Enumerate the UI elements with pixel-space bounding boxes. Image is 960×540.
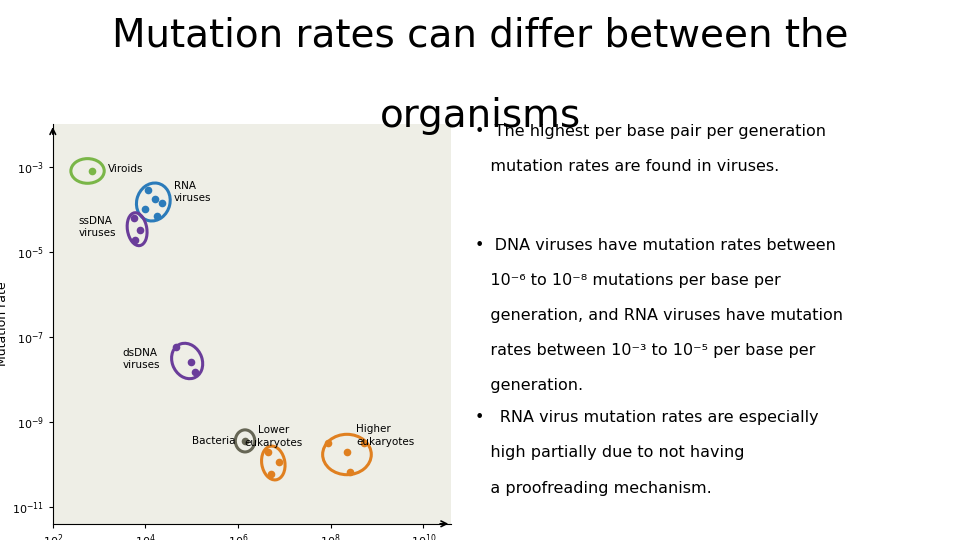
Text: 10⁻⁶ to 10⁻⁸ mutations per base per: 10⁻⁶ to 10⁻⁸ mutations per base per bbox=[475, 273, 780, 288]
Text: high partially due to not having: high partially due to not having bbox=[475, 446, 745, 461]
Text: a proofreading mechanism.: a proofreading mechanism. bbox=[475, 481, 712, 496]
Text: ssDNA
viruses: ssDNA viruses bbox=[79, 216, 116, 238]
Text: •  The highest per base pair per generation: • The highest per base pair per generati… bbox=[475, 124, 827, 139]
Text: dsDNA
viruses: dsDNA viruses bbox=[122, 348, 159, 370]
Text: Higher
eukaryotes: Higher eukaryotes bbox=[356, 424, 415, 447]
Text: generation.: generation. bbox=[475, 378, 584, 393]
Text: •  DNA viruses have mutation rates between: • DNA viruses have mutation rates betwee… bbox=[475, 238, 836, 253]
Text: Viroids: Viroids bbox=[108, 164, 144, 174]
Text: Mutation rates can differ between the: Mutation rates can differ between the bbox=[111, 16, 849, 54]
Text: organisms: organisms bbox=[379, 97, 581, 135]
Y-axis label: Mutation rate: Mutation rate bbox=[0, 282, 9, 366]
Text: rates between 10⁻³ to 10⁻⁵ per base per: rates between 10⁻³ to 10⁻⁵ per base per bbox=[475, 343, 816, 358]
Text: Lower
eukaryotes: Lower eukaryotes bbox=[244, 426, 302, 448]
Text: Bacteria: Bacteria bbox=[192, 436, 236, 446]
Text: mutation rates are found in viruses.: mutation rates are found in viruses. bbox=[475, 159, 780, 174]
Text: •   RNA virus mutation rates are especially: • RNA virus mutation rates are especiall… bbox=[475, 410, 819, 426]
Text: generation, and RNA viruses have mutation: generation, and RNA viruses have mutatio… bbox=[475, 308, 843, 323]
Text: RNA
viruses: RNA viruses bbox=[174, 181, 211, 204]
